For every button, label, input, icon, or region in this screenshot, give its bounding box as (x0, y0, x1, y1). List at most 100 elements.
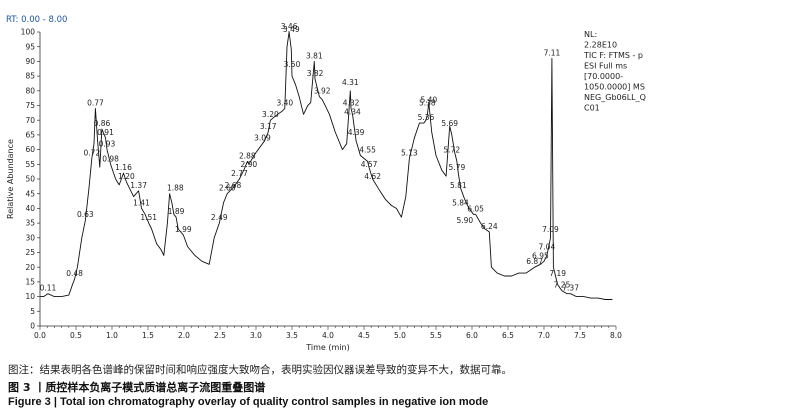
chromatogram-chart: RT: 0.00 - 8.00 0 5 10 15 20 25 30 35 40 45 50 55 60… (6, 15, 646, 352)
x-tick-label: 6.5 (502, 331, 514, 340)
peak-label: 5.13 (401, 148, 418, 157)
y-tick-label: 90 (25, 57, 35, 66)
x-tick-label: 7.5 (574, 331, 586, 340)
peak-label: 3.50 (284, 60, 301, 69)
y-tick-label: 10 (25, 292, 35, 301)
x-tick-label: 4.5 (358, 331, 370, 340)
peak-label: 0.11 (40, 284, 57, 293)
peak-label: 2.49 (211, 213, 228, 222)
peak-labels: 0.11 0.48 0.63 0.72 0.77 0.860.91 0.93 0.981.16… (40, 22, 580, 293)
x-tick-label: 0.5 (70, 331, 82, 340)
peak-label: 4.34 (344, 107, 361, 116)
rt-range-label: RT: 0.00 - 8.00 (6, 15, 67, 25)
y-tick-label: 50 (25, 175, 35, 184)
peak-label: 0.93 (99, 140, 116, 149)
peak-label: 6.24 (481, 222, 498, 231)
peak-label: 0.86 (94, 119, 111, 128)
y-tick-label: 95 (25, 42, 35, 51)
peak-label: 7.19 (549, 269, 566, 278)
peak-label: 2.77 (231, 169, 248, 178)
peak-label: 3.81 (306, 51, 323, 60)
peak-label: 3.20 (262, 110, 279, 119)
peak-label: 3.82 (307, 69, 324, 78)
figure-title-cn: 图 3 丨质控样本负离子模式质谱总离子流图重叠图谱 (8, 381, 266, 394)
figure-title-en: Figure 3 | Total ion chromatography over… (8, 396, 489, 408)
peak-label: 0.91 (97, 128, 114, 137)
y-tick-label: 40 (25, 204, 35, 213)
y-tick-label: 75 (25, 101, 35, 110)
peak-label: 3.46 (281, 22, 298, 31)
scan-info-line: 2.28E10 (584, 41, 617, 50)
y-tick-label: 15 (25, 278, 35, 287)
y-tick-label: 80 (25, 86, 35, 95)
peak-label: 4.31 (342, 78, 359, 87)
peak-label: 3.09 (254, 134, 271, 143)
y-tick-label: 60 (25, 145, 35, 154)
y-tick-label: 20 (25, 263, 35, 272)
scan-info-line: ESI Full ms (584, 62, 627, 71)
peak-label: 4.39 (348, 128, 365, 137)
peak-label: 7.04 (539, 243, 556, 252)
peak-label: 0.98 (102, 154, 119, 163)
peak-label: 3.40 (276, 98, 293, 107)
x-tick-label: 2.0 (178, 331, 190, 340)
peak-label: 7.11 (544, 48, 561, 57)
y-tick-label: 85 (25, 72, 35, 81)
peak-label: 4.32 (343, 98, 360, 107)
y-tick-label: 35 (25, 219, 35, 228)
peak-label: 1.51 (140, 213, 157, 222)
x-tick-label: 1.0 (106, 331, 118, 340)
peak-label: 0.77 (87, 98, 104, 107)
y-tick-label: 55 (25, 160, 35, 169)
y-axis-label: Relative Abundance (6, 139, 15, 219)
x-tick-label: 2.5 (214, 331, 226, 340)
peak-label: 2.90 (240, 160, 257, 169)
x-tick-label: 5.0 (394, 331, 406, 340)
series-line (40, 31, 613, 300)
x-tick-label: 5.5 (430, 331, 442, 340)
x-tick-label: 4.0 (322, 331, 334, 340)
peak-label: 7.09 (542, 225, 559, 234)
x-tick-label: 7.0 (538, 331, 550, 340)
peak-label: 5.36 (418, 113, 435, 122)
peak-label: 5.72 (443, 145, 460, 154)
peak-label: 3.49 (283, 25, 300, 34)
peak-label: 6.95 (532, 251, 549, 260)
peak-label: 7.37 (562, 284, 579, 293)
scan-info-line: 1050.0000] MS (584, 83, 645, 92)
y-tick-label: 100 (21, 28, 36, 37)
peak-label: 1.37 (130, 181, 147, 190)
peak-label: 6.05 (467, 204, 484, 213)
y-tick-label: 45 (25, 189, 35, 198)
scan-info-line: NL: (584, 30, 597, 39)
figure-note: 图注：结果表明各色谱峰的保留时间和响应强度大致吻合，表明实验因仪器误差导致的变异… (8, 364, 512, 376)
peak-label: 1.41 (133, 198, 150, 207)
x-tick-label: 0.0 (34, 331, 46, 340)
peak-label: 3.92 (314, 87, 331, 96)
peak-label: 5.40 (420, 96, 437, 105)
x-tick-label: 3.0 (250, 331, 262, 340)
x-axis-label: Time (min) (305, 343, 349, 352)
peak-label: 3.17 (260, 122, 277, 131)
y-tick-label: 30 (25, 233, 35, 242)
scan-info-line: NEG_Gb06LL_Q (584, 93, 646, 102)
peak-label: 1.99 (175, 225, 192, 234)
peak-label: 5.38 (419, 98, 436, 107)
peak-label: 5.84 (452, 198, 469, 207)
peak-label: 2.60 (219, 184, 236, 193)
y-tick-label: 5 (30, 307, 35, 316)
y-tick-label: 25 (25, 248, 35, 257)
peak-label: 4.55 (359, 145, 376, 154)
x-tick-label: 8.0 (610, 331, 622, 340)
peak-label: 1.88 (167, 184, 184, 193)
scan-info-line: [70.0000- (584, 72, 623, 81)
y-tick-label: 0 (30, 322, 35, 331)
peak-label: 5.81 (450, 181, 467, 190)
peak-label: 2.68 (225, 181, 242, 190)
peak-label: 0.72 (83, 148, 100, 157)
peak-label: 5.69 (441, 119, 458, 128)
peak-label: 5.79 (449, 163, 466, 172)
peak-label: 7.25 (554, 281, 571, 290)
peak-label: 4.57 (361, 160, 378, 169)
